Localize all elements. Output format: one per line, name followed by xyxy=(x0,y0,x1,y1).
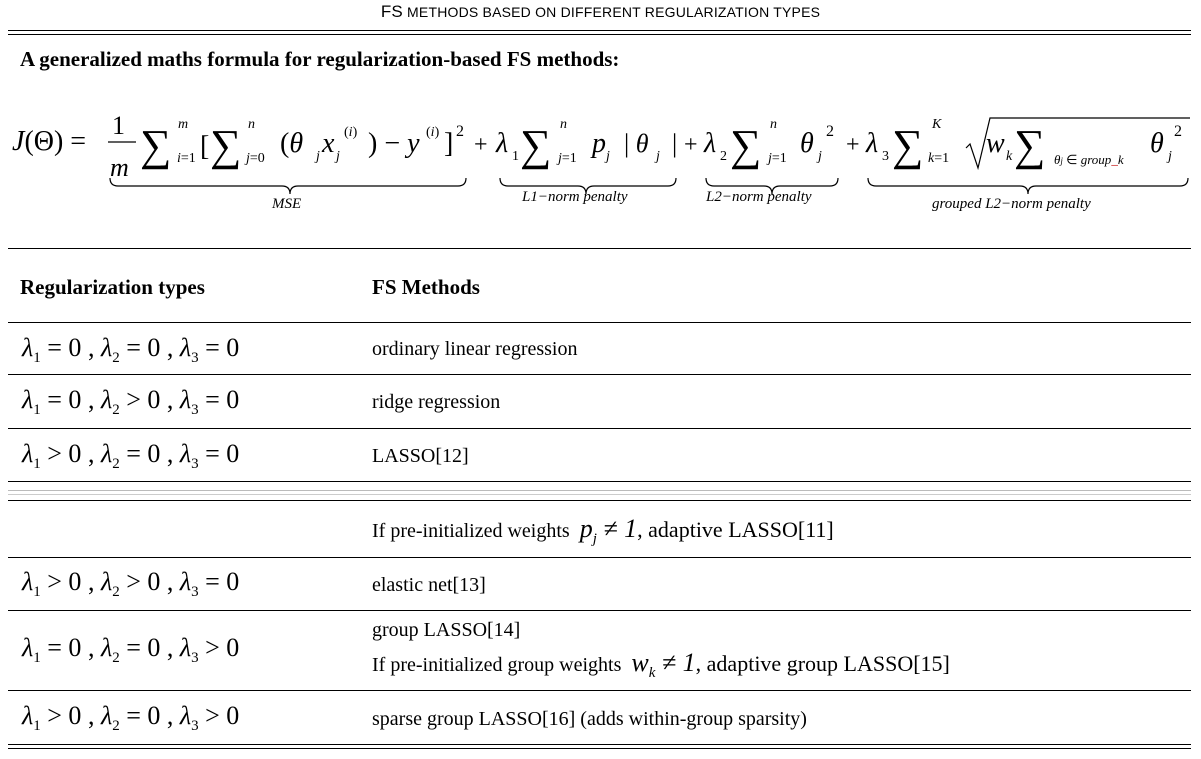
svg-text:j: j xyxy=(1166,149,1172,164)
svg-text:∑: ∑ xyxy=(140,121,171,170)
row-6-method-line2: If pre-initialized group weights wk ≠ 1,… xyxy=(372,648,950,681)
header-bottom-rule xyxy=(8,322,1191,323)
row-rule xyxy=(8,690,1191,691)
svg-text:1: 1 xyxy=(112,111,125,140)
svg-text:∑: ∑ xyxy=(730,121,761,170)
svg-text:j=1: j=1 xyxy=(766,151,787,166)
bottom-rule xyxy=(8,744,1191,745)
svg-text:λ: λ xyxy=(703,128,716,159)
row-rule xyxy=(8,610,1191,611)
svg-text:(i): (i) xyxy=(426,125,440,140)
row-5-condition: λ1 > 0 , λ2 > 0 , λ3 = 0 xyxy=(22,567,240,600)
row-3-condition: λ1 > 0 , λ2 = 0 , λ3 = 0 xyxy=(22,439,240,472)
svg-text:K: K xyxy=(931,117,942,132)
row-1-method: ordinary linear regression xyxy=(372,338,578,360)
l1-label: L1−norm penalty xyxy=(521,189,628,205)
svg-text:j: j xyxy=(816,149,822,164)
svg-text:2: 2 xyxy=(720,149,727,164)
svg-text:+: + xyxy=(474,132,488,158)
svg-text:i=1: i=1 xyxy=(177,151,196,166)
row-6-method: group LASSO[14] xyxy=(372,619,521,641)
svg-text:λ: λ xyxy=(865,128,878,159)
svg-text:j: j xyxy=(314,149,320,164)
svg-text:λ: λ xyxy=(495,128,508,159)
svg-text:θj ∈ group_k: θj ∈ group_k xyxy=(1054,152,1124,167)
mse-label: MSE xyxy=(271,196,301,212)
row-6-condition: λ1 = 0 , λ2 = 0 , λ3 > 0 xyxy=(22,633,240,666)
l2-label: L2−norm penalty xyxy=(705,189,812,205)
svg-text:2: 2 xyxy=(456,123,464,140)
svg-text:| θ: | θ xyxy=(624,129,649,158)
row-rule xyxy=(8,500,1191,501)
row-2-condition: λ1 = 0 , λ2 > 0 , λ3 = 0 xyxy=(22,385,240,418)
svg-text:p: p xyxy=(590,128,606,159)
row-3-method: LASSO[12] xyxy=(372,445,469,467)
caption-rest: METHODS BASED ON DIFFERENT REGULARIZATIO… xyxy=(402,4,821,20)
table-caption: FS METHODS BASED ON DIFFERENT REGULARIZA… xyxy=(0,2,1201,22)
page-break-rule xyxy=(8,494,1191,495)
svg-text:(i): (i) xyxy=(344,125,358,140)
header-top-rule xyxy=(8,248,1191,249)
bottom-rule-2 xyxy=(8,748,1191,749)
svg-text:w: w xyxy=(986,128,1005,159)
svg-text:|: | xyxy=(672,129,677,158)
row-1-condition: λ1 = 0 , λ2 = 0 , λ3 = 0 xyxy=(22,333,240,366)
row-rule xyxy=(8,557,1191,558)
svg-text:θ: θ xyxy=(1150,128,1164,159)
svg-text:θ: θ xyxy=(800,128,814,159)
svg-text:+: + xyxy=(684,132,698,158)
group-l2-label: grouped L2−norm penalty xyxy=(932,196,1091,212)
svg-text:j: j xyxy=(654,149,660,164)
row-rule xyxy=(8,374,1191,375)
top-rule xyxy=(8,30,1191,31)
svg-text:+: + xyxy=(846,132,860,158)
svg-text:x: x xyxy=(321,128,335,159)
row-5-method: elastic net[13] xyxy=(372,574,486,596)
row-2-method: ridge regression xyxy=(372,391,501,413)
row-rule xyxy=(8,428,1191,429)
svg-text:n: n xyxy=(248,117,255,132)
svg-text:2: 2 xyxy=(826,123,834,140)
svg-text:n: n xyxy=(770,117,777,132)
row-7-method: sparse group LASSO[16] (adds within-grou… xyxy=(372,708,807,730)
svg-text:[: [ xyxy=(200,131,209,162)
svg-text:j: j xyxy=(604,149,610,164)
svg-text:m: m xyxy=(110,153,129,182)
svg-text:∑: ∑ xyxy=(1014,121,1045,170)
header-regularization-types: Regularization types xyxy=(20,275,205,299)
svg-text:1: 1 xyxy=(512,149,519,164)
header-fs-methods: FS Methods xyxy=(372,275,480,299)
caption-fs: FS xyxy=(380,2,403,21)
formula-heading: A generalized maths formula for regulari… xyxy=(20,47,620,71)
svg-text:n: n xyxy=(560,117,567,132)
row-7-condition: λ1 > 0 , λ2 = 0 , λ3 > 0 xyxy=(22,701,240,734)
top-rule-2 xyxy=(8,34,1191,35)
svg-text:j=1: j=1 xyxy=(556,151,577,166)
svg-text:k=1: k=1 xyxy=(928,151,949,166)
svg-text:∑: ∑ xyxy=(210,121,241,170)
svg-text:]: ] xyxy=(444,128,453,159)
svg-text:∑: ∑ xyxy=(892,121,923,170)
svg-text:j: j xyxy=(334,149,340,164)
page-break-rule xyxy=(8,490,1191,491)
svg-text:(θ: (θ xyxy=(280,128,303,159)
svg-text:3: 3 xyxy=(882,149,889,164)
svg-text:m: m xyxy=(178,117,188,132)
svg-text:) − y: ) − y xyxy=(368,128,420,159)
svg-text:2: 2 xyxy=(1174,123,1182,140)
row-4-method: If pre-initialized weights pj ≠ 1, adapt… xyxy=(372,514,834,547)
regularization-formula: J(Θ) = 1 m ∑ m i=1 [ ∑ n j=0 (θ j x j (i… xyxy=(12,111,1190,212)
svg-text:∑: ∑ xyxy=(520,121,551,170)
svg-text:k: k xyxy=(1006,149,1013,164)
row-rule xyxy=(8,481,1191,482)
svg-text:j=0: j=0 xyxy=(244,151,265,166)
svg-text:J(Θ) =: J(Θ) = xyxy=(12,126,86,157)
